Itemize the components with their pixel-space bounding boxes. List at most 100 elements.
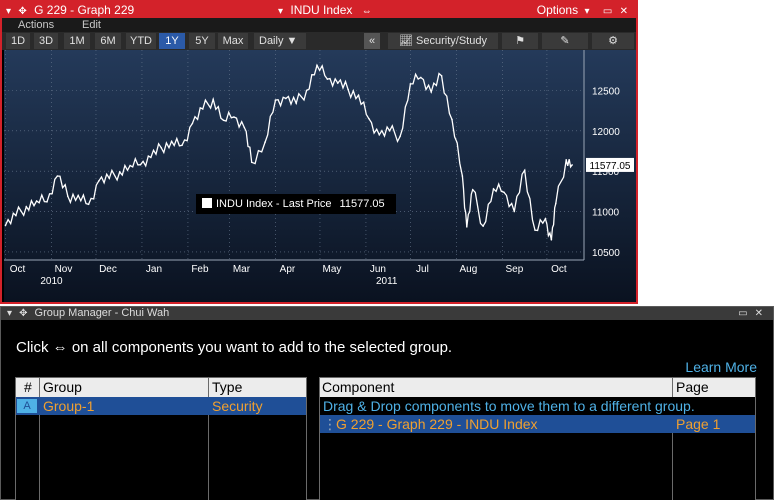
price-point bbox=[503, 191, 505, 193]
price-point bbox=[285, 97, 287, 100]
security-study-label: Security/Study bbox=[416, 35, 487, 47]
groups-table: # Group Type A Group-1 Security bbox=[15, 377, 307, 500]
options-button[interactable]: Options bbox=[536, 3, 579, 17]
column-divider[interactable] bbox=[672, 378, 673, 500]
price-point bbox=[118, 171, 121, 173]
range-1y-button[interactable]: 1Y bbox=[159, 33, 185, 49]
link-icon[interactable]: ⇔ bbox=[361, 6, 372, 17]
line-chart-icon: 📈︎ bbox=[399, 35, 413, 47]
security-study-button[interactable]: 📈︎ Security/Study bbox=[388, 33, 498, 49]
price-chart-svg: Oct Nov Dec Jan Feb Mar Apr May Jun Jul Aug Sep Oct 2… bbox=[4, 50, 634, 287]
annotate-button[interactable]: ⚑ bbox=[502, 33, 538, 49]
y-tick-label: 10500 bbox=[592, 248, 620, 259]
frequency-dropdown[interactable]: Daily ▼ bbox=[254, 33, 306, 49]
price-point bbox=[534, 229, 536, 231]
x-tick-label: Sep bbox=[506, 264, 524, 275]
learn-more-link[interactable]: Learn More bbox=[685, 359, 757, 375]
price-point bbox=[295, 102, 298, 105]
price-point bbox=[201, 108, 204, 110]
drag-drop-hint: Drag & Drop components to move them to a… bbox=[323, 397, 697, 415]
price-point bbox=[264, 141, 266, 143]
price-point bbox=[430, 91, 433, 93]
settings-button[interactable]: ⚙ bbox=[592, 33, 634, 49]
col-type-header[interactable]: Type bbox=[212, 379, 243, 395]
close-icon[interactable]: ✕ bbox=[754, 308, 763, 319]
range-1d-button[interactable]: 1D bbox=[6, 33, 30, 49]
range-ytd-button[interactable]: YTD bbox=[126, 33, 156, 49]
price-point bbox=[482, 225, 484, 227]
price-point bbox=[451, 118, 453, 121]
last-price-tag: 11577.05 bbox=[590, 161, 631, 172]
col-number-header[interactable]: # bbox=[24, 379, 32, 395]
edit-chart-button[interactable]: ✎ bbox=[542, 33, 588, 49]
group-manager-title: Group Manager - Chui Wah bbox=[34, 307, 170, 319]
group-manager-titlebar[interactable]: ▾ ✥ Group Manager - Chui Wah ▭ ✕ bbox=[1, 307, 773, 320]
price-point bbox=[378, 134, 381, 136]
price-point bbox=[471, 188, 474, 191]
price-point bbox=[550, 239, 553, 241]
flag-icon: ⚑ bbox=[515, 35, 525, 47]
group-type: Security bbox=[212, 398, 263, 414]
menu-edit[interactable]: Edit bbox=[82, 19, 101, 31]
x-tick-label: Apr bbox=[280, 264, 296, 275]
graph-window: ▾ ✥ G 229 - Graph 229 ▾ INDU Index ⇔ Opt… bbox=[0, 0, 638, 304]
price-point bbox=[347, 88, 349, 91]
last-price-tag-bg bbox=[586, 157, 634, 172]
range-1m-button[interactable]: 1M bbox=[64, 33, 90, 49]
component-page: Page 1 bbox=[676, 416, 721, 432]
price-point bbox=[25, 205, 28, 208]
price-point bbox=[440, 75, 443, 77]
col-group-header[interactable]: Group bbox=[43, 379, 82, 395]
price-point bbox=[544, 218, 547, 220]
graph-toolbar: 1D 3D 1M 6M YTD 1Y 5Y Max Daily ▼ « 📈︎ S… bbox=[2, 32, 636, 50]
column-divider[interactable] bbox=[39, 378, 40, 500]
group-manager-window: ▾ ✥ Group Manager - Chui Wah ▭ ✕ Click ⇔… bbox=[0, 306, 774, 500]
price-point bbox=[555, 202, 557, 205]
price-point bbox=[35, 200, 38, 202]
price-point bbox=[409, 83, 412, 85]
menu-actions[interactable]: Actions bbox=[18, 19, 55, 31]
graph-titlebar[interactable]: ▾ ✥ G 229 - Graph 229 ▾ INDU Index ⇔ Opt… bbox=[2, 2, 636, 18]
window-menu-icon[interactable]: ▾ bbox=[7, 308, 13, 319]
legend-label: INDU Index - Last Price bbox=[216, 198, 332, 210]
y-tick-label: 11000 bbox=[592, 208, 620, 219]
close-icon[interactable]: ✕ bbox=[619, 6, 628, 17]
col-page-header[interactable]: Page bbox=[676, 379, 709, 395]
range-3d-button[interactable]: 3D bbox=[34, 33, 58, 49]
x-tick-label: Jun bbox=[370, 264, 386, 275]
range-max-button[interactable]: Max bbox=[218, 33, 248, 49]
price-point bbox=[357, 94, 360, 97]
security-dropdown-icon[interactable]: ▾ bbox=[278, 6, 284, 17]
price-chart[interactable]: Oct Nov Dec Jan Feb Mar Apr May Jun Jul Aug Sep Oct 2… bbox=[4, 50, 636, 302]
price-point bbox=[274, 99, 277, 101]
component-row[interactable]: ⋮ G 229 - Graph 229 - INDU Index Page 1 bbox=[320, 415, 755, 433]
minimize-icon[interactable]: ▭ bbox=[738, 308, 748, 319]
groups-table-header: # Group Type bbox=[16, 378, 306, 397]
group-row[interactable]: A Group-1 Security bbox=[16, 397, 306, 415]
drag-handle-icon[interactable]: ⋮ bbox=[323, 416, 337, 432]
range-5y-button[interactable]: 5Y bbox=[189, 33, 215, 49]
security-label[interactable]: INDU Index bbox=[290, 3, 353, 17]
components-table-header: Component Page bbox=[320, 378, 755, 397]
x-tick-label: Oct bbox=[551, 264, 567, 275]
x-tick-label: Mar bbox=[233, 264, 251, 275]
move-icon[interactable]: ✥ bbox=[18, 6, 27, 17]
range-6m-button[interactable]: 6M bbox=[95, 33, 121, 49]
price-point bbox=[108, 177, 111, 180]
price-point bbox=[316, 64, 318, 67]
col-component-header[interactable]: Component bbox=[322, 379, 395, 395]
x-tick-label: Jul bbox=[416, 264, 429, 275]
y-tick-label: 12000 bbox=[592, 127, 620, 138]
move-icon[interactable]: ✥ bbox=[19, 308, 28, 319]
column-divider[interactable] bbox=[208, 378, 209, 500]
price-point bbox=[191, 122, 194, 125]
minimize-icon[interactable]: ▭ bbox=[602, 6, 613, 17]
price-point bbox=[243, 126, 246, 129]
window-menu-icon[interactable]: ▾ bbox=[6, 6, 12, 17]
graph-menu-bar: Actions Edit bbox=[2, 18, 636, 32]
x-year-label: 2011 bbox=[376, 276, 398, 287]
options-chevron-icon[interactable]: ▾ bbox=[584, 6, 590, 17]
price-point bbox=[336, 82, 339, 84]
price-point bbox=[399, 135, 401, 138]
collapse-toolbar-button[interactable]: « bbox=[364, 33, 380, 49]
